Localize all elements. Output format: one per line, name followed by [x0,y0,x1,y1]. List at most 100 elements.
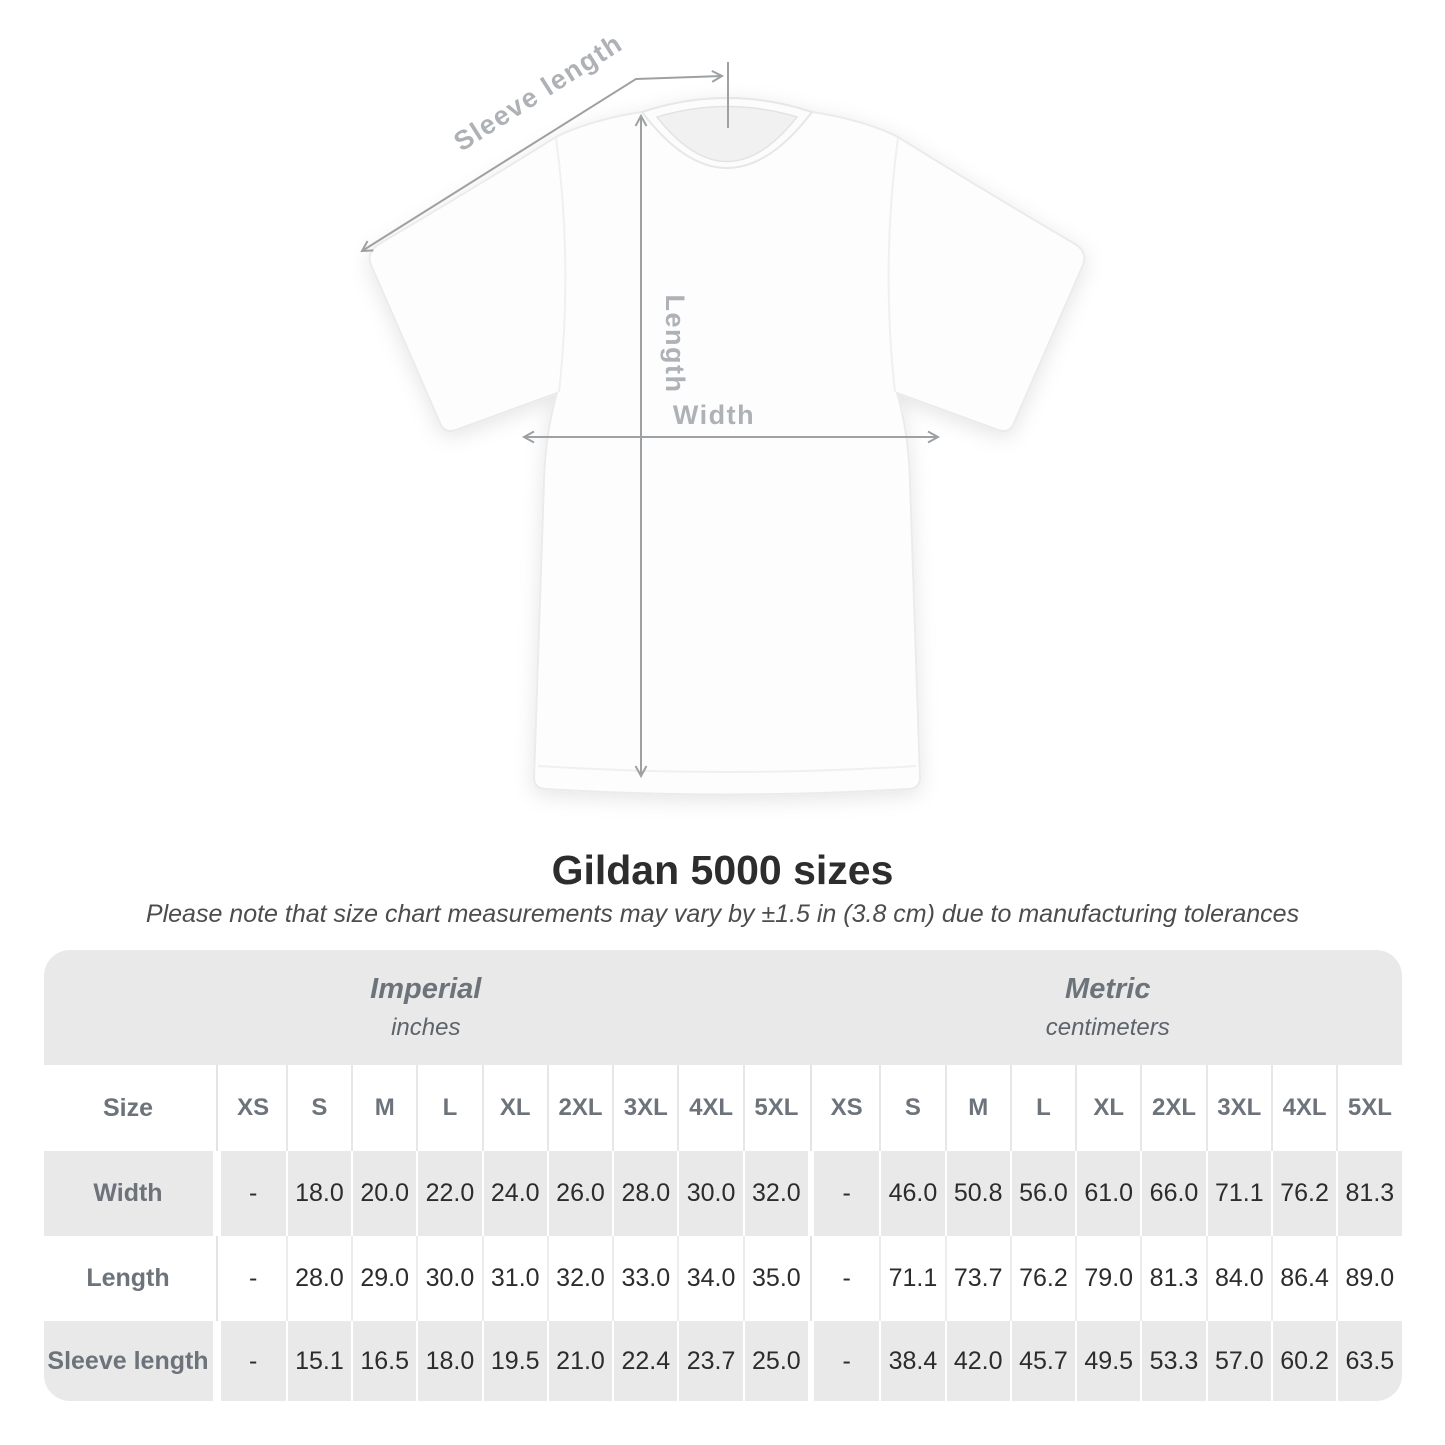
size-col-header-metric: 5XL [1336,1065,1401,1151]
value-cell-metric: 86.4 [1270,1236,1336,1321]
size-col-header-imperial: 2XL [546,1065,612,1151]
value-cell-imperial: 22.0 [416,1151,481,1236]
measurement-row: Length -28.0 29.0 30.0 31.0 32.0 33.0 34.0 35.0-… [43,1236,1402,1321]
metric-label: Metric [1065,973,1151,1005]
size-column-header: Size [102,1093,154,1122]
value-cell-imperial: 34.0 [677,1236,742,1321]
value-cell-imperial: 19.5 [481,1321,547,1401]
value-cell-metric: 56.0 [1009,1151,1075,1236]
measurement-row: Width -18.0 20.0 22.0 24.0 26.0 28.0 30.0 32.0-4… [43,1151,1402,1236]
value-cell-imperial: 33.0 [612,1236,677,1321]
size-col-header-imperial: 3XL [612,1065,677,1151]
size-col-header-imperial: M [351,1065,416,1151]
size-col-header-metric: XS [830,1094,863,1121]
size-col-header-metric: 2XL [1140,1065,1205,1151]
value-cell-imperial: 30.0 [416,1236,481,1321]
value-cell-metric: 60.2 [1270,1321,1336,1401]
value-cell-imperial: 18.0 [416,1321,481,1401]
imperial-label: Imperial [370,973,482,1005]
value-cell-imperial: 26.0 [546,1151,612,1236]
value-cell-imperial: 35.0 [742,1236,808,1321]
tolerance-note: Please note that size chart measurements… [145,900,1300,928]
unit-header-row: Imperial inches Metric centimeters [43,950,1402,1065]
row-label: Width [93,1179,163,1207]
column-gap [212,1151,221,1236]
value-cell-imperial: 18.0 [285,1151,351,1236]
value-cell-imperial: 28.0 [612,1151,677,1236]
value-cell-metric: 71.1 [1205,1151,1271,1236]
size-col-header-imperial: 5XL [742,1065,808,1151]
group-gap [808,1151,814,1236]
table-rows: Size XS S M L XL 2XL 3XL 4XL 5XL XS S M L XL 2XL 3XL 4XL 5… [43,1065,1402,1401]
width-arrow [521,430,941,444]
group-gap [808,1065,814,1151]
size-header-row: Size XS S M L XL 2XL 3XL 4XL 5XL XS S M L XL 2XL 3XL 4XL 5… [43,1065,1402,1151]
value-cell-metric: 46.0 [879,1151,944,1236]
value-cell-metric: 73.7 [944,1236,1010,1321]
sleeve-length-arrow [360,69,725,253]
value-cell-imperial: 22.4 [612,1321,677,1401]
metric-unit: centimeters [1045,1014,1170,1041]
value-cell-imperial: - [248,1264,258,1292]
length-label: Length [660,295,690,394]
value-cell-imperial: 20.0 [351,1151,416,1236]
row-label: Length [86,1264,170,1292]
size-col-header-imperial: S [285,1065,351,1151]
size-col-header-metric: M [944,1065,1010,1151]
value-cell-metric: 63.5 [1336,1321,1401,1401]
value-cell-imperial: 32.0 [546,1236,612,1321]
page-title: Gildan 5000 sizes [551,847,894,893]
group-gap [808,1321,814,1401]
size-col-header-imperial: XL [481,1065,547,1151]
imperial-unit: inches [391,1014,461,1041]
value-cell-metric: 66.0 [1140,1151,1205,1236]
measurement-row: Sleeve length -15.1 16.5 18.0 19.5 21.0 22.4 23… [43,1321,1402,1401]
value-cell-metric: 50.8 [944,1151,1010,1236]
tshirt-measurement-diagram: Sleeve length Length Width [360,28,1086,796]
size-table: Imperial inches Metric centimeters Size X… [43,950,1402,1401]
value-cell-metric: 81.3 [1336,1151,1401,1236]
value-cell-imperial: 30.0 [677,1151,742,1236]
size-col-header-imperial: XS [237,1094,270,1121]
length-arrow [634,113,648,779]
size-col-header-imperial: L [416,1065,481,1151]
value-cell-metric: 49.5 [1075,1321,1140,1401]
size-col-header-metric: S [879,1065,944,1151]
value-cell-metric: 61.0 [1075,1151,1140,1236]
value-cell-metric: 79.0 [1075,1236,1140,1321]
value-cell-imperial: 21.0 [546,1321,612,1401]
value-cell-imperial: - [248,1346,258,1375]
imperial-header: Imperial inches [44,950,809,1065]
column-gap [212,1236,221,1321]
value-cell-imperial: 24.0 [481,1151,547,1236]
value-cell-metric: 53.3 [1140,1321,1205,1401]
value-cell-metric: 57.0 [1205,1321,1271,1401]
value-cell-imperial: 25.0 [742,1321,808,1401]
value-cell-imperial: 16.5 [351,1321,416,1401]
value-cell-metric: 76.2 [1009,1236,1075,1321]
value-cell-metric: - [842,1264,851,1292]
value-cell-metric: - [842,1346,851,1375]
row-label: Sleeve length [47,1346,209,1375]
value-cell-imperial: 23.7 [677,1321,742,1401]
value-cell-imperial: 29.0 [351,1236,416,1321]
size-col-header-metric: 4XL [1270,1065,1336,1151]
value-cell-metric: 89.0 [1336,1236,1401,1321]
metric-header: Metric centimeters [814,950,1402,1065]
size-col-header-metric: L [1009,1065,1075,1151]
size-col-header-imperial: 4XL [677,1065,742,1151]
size-col-header-metric: XL [1075,1065,1140,1151]
value-cell-imperial: 28.0 [285,1236,351,1321]
value-cell-imperial: - [248,1179,258,1207]
value-cell-metric: 38.4 [879,1321,944,1401]
value-cell-metric: 42.0 [944,1321,1010,1401]
group-gap [808,1236,814,1321]
value-cell-imperial: 15.1 [285,1321,351,1401]
width-label: Width [673,400,755,430]
value-cell-metric: 45.7 [1009,1321,1075,1401]
value-cell-metric: 81.3 [1140,1236,1205,1321]
column-gap [212,1321,221,1401]
value-cell-metric: 76.2 [1270,1151,1336,1236]
size-col-header-metric: 3XL [1205,1065,1271,1151]
value-cell-metric: - [842,1179,851,1207]
